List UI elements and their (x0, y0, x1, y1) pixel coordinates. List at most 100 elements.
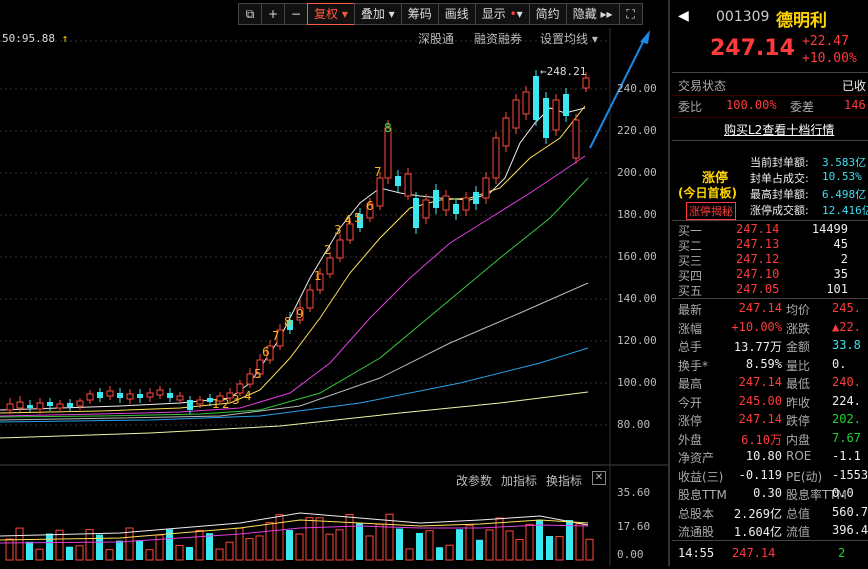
candle-body (276, 329, 284, 347)
price-tick: 240.00 (617, 82, 657, 95)
volume-bar (335, 529, 344, 561)
volume-bar (136, 540, 143, 560)
shengu-link[interactable]: 深股通 (418, 32, 455, 46)
hide-button[interactable]: 隐藏 ▸▸ (565, 3, 619, 25)
candle-body (572, 119, 580, 159)
volume-bar (356, 522, 363, 560)
candle-body (502, 117, 510, 147)
volume-bar (245, 538, 254, 561)
sequence-count-label: 2 (324, 243, 332, 257)
candle-body (384, 127, 392, 179)
volume-bar (546, 536, 553, 560)
candle-body (16, 401, 24, 409)
stat-row: 总手 13.77万 金额 33.8 (678, 338, 861, 354)
volume-bar (476, 539, 483, 560)
ma-line-gray (0, 282, 589, 421)
draw-line-button[interactable]: 画线 (437, 3, 475, 25)
candle-body (196, 399, 204, 405)
ma-line-paleyellow (0, 391, 589, 439)
volume-bar (375, 523, 384, 561)
add-indicator-link[interactable]: 加指标 (501, 474, 538, 488)
simple-button[interactable]: 简约 (528, 3, 566, 25)
volume-bar (286, 530, 293, 560)
candle-body (462, 197, 470, 211)
volume-bar (325, 533, 334, 561)
volume-bar (495, 517, 504, 561)
price-tick: 180.00 (617, 208, 657, 221)
candle-body (433, 190, 439, 208)
stat-row: 净资产 10.80 ROE -1.1 (678, 449, 861, 465)
candle-body (492, 137, 500, 179)
panel-divider (668, 0, 670, 566)
volume-bar (235, 527, 244, 561)
candle-body (287, 320, 293, 330)
stock-code: 001309 (716, 9, 770, 25)
volume-bar (186, 547, 193, 560)
vol-tick-high: 35.60 (617, 486, 651, 499)
overlay-dropdown[interactable]: 叠加 ▾ (353, 3, 401, 25)
bid-row[interactable]: 买二 247.13 45 (678, 237, 848, 253)
display-dropdown[interactable]: 显示 •▾ (474, 3, 529, 25)
chips-button[interactable]: 筹码 (400, 3, 438, 25)
rongzi-link[interactable]: 融资融券 (474, 32, 523, 46)
price-tick: 80.00 (617, 418, 651, 431)
bid-row[interactable]: 买五 247.05 101 (678, 282, 848, 298)
nav-arrow-icon[interactable]: ◀ (678, 8, 689, 24)
volume-bar (15, 527, 24, 561)
candle-body (404, 173, 412, 197)
candle-body (216, 395, 224, 402)
vol-ma-white (0, 512, 589, 537)
price-grid (0, 88, 610, 426)
volume-bar (75, 545, 84, 561)
vol-tick-zero: 0.00 (617, 548, 644, 561)
bid-row[interactable]: 买一 247.14 14499 (678, 222, 848, 238)
candle-body (67, 403, 73, 407)
restore-rights-dropdown[interactable]: 复权 ▾ (307, 3, 354, 25)
trend-arrow-head (640, 30, 650, 44)
candle-body (226, 392, 234, 399)
limit-up-reveal-button[interactable]: 涨停揭秘 (686, 202, 736, 220)
fullscreen-icon[interactable]: ⛶ (618, 3, 643, 25)
volume-bar (575, 523, 584, 561)
volume-bar (555, 535, 564, 561)
seal-row: 最高封单额: 6.498亿 (750, 188, 867, 201)
candle-body (552, 99, 560, 131)
volume-bar (225, 541, 234, 561)
low-price-marker: 50:95.88 ↑ (2, 32, 69, 45)
volume-bar (345, 514, 354, 561)
candle-body (453, 204, 459, 214)
set-ma-link[interactable]: 设置均线 ▾ (540, 32, 598, 46)
volume-bar (436, 547, 443, 560)
candle-body (336, 239, 344, 259)
close-indicator-icon[interactable]: ✕ (592, 471, 606, 485)
volume-bar (525, 523, 534, 561)
trend-arrow (589, 37, 646, 149)
sequence-count-label: 1 (212, 397, 220, 411)
zoom-out-icon[interactable]: − (284, 3, 307, 25)
price-change-pct: +10.00% (802, 51, 857, 66)
tick-row: 14:55 247.14 2 (678, 546, 846, 560)
switch-indicator-link[interactable]: 换指标 (546, 474, 583, 488)
volume-bar (46, 533, 53, 560)
candle-body (563, 94, 569, 116)
volume-bar (35, 548, 44, 561)
change-params-link[interactable]: 改参数 (456, 474, 493, 488)
bid-row[interactable]: 买三 247.12 2 (678, 252, 848, 268)
stat-row: 今开 245.00 昨收 224. (678, 393, 861, 410)
candle-body (207, 398, 213, 402)
volume-bar (96, 534, 103, 560)
candle-body (187, 400, 193, 410)
sequence-count-label: 7 (272, 329, 280, 343)
sequence-count-label: 8 (284, 315, 292, 329)
stat-row: 涨幅 +10.00% 涨跌 ▲22. (678, 319, 861, 336)
layout-icon[interactable]: ⧉ (238, 3, 261, 25)
volume-bar (275, 514, 284, 561)
sequence-count-label: 6 (262, 345, 270, 359)
zoom-in-icon[interactable]: + (261, 3, 284, 25)
volume-bar (175, 544, 184, 561)
buy-l2-link[interactable]: 购买L2查看十档行情 (724, 123, 835, 137)
price-tick: 120.00 (617, 334, 657, 347)
candle-body (146, 392, 154, 398)
bid-row[interactable]: 买四 247.10 35 (678, 267, 848, 283)
